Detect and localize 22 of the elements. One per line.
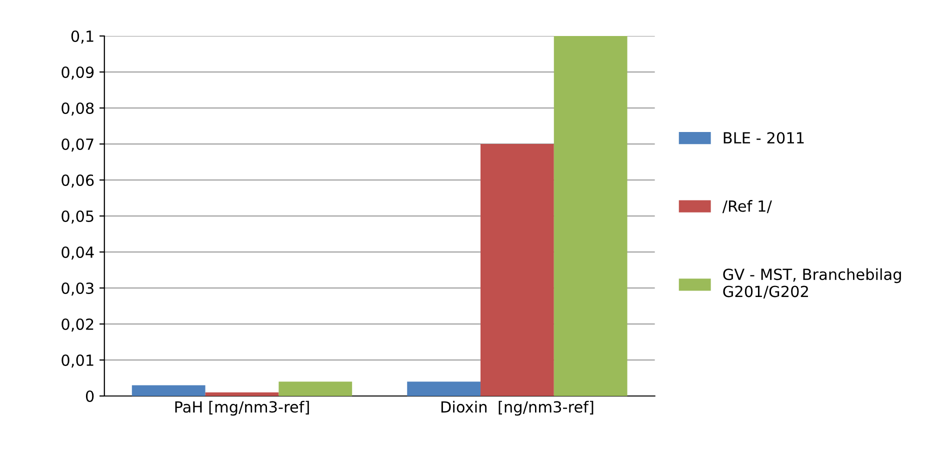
legend-label: /Ref 1/ [722,200,772,214]
legend-label: BLE - 2011 [724,132,804,144]
y-tick-label: 0,1 [71,30,94,44]
y-tick-label: 0,05 [62,210,94,224]
bar [480,144,554,396]
y-tick-label: 0,01 [62,354,94,368]
x-tick-label: PaH [mg/nm3-ref] [175,400,309,416]
bar [205,392,279,396]
bar [132,385,206,396]
y-tick-label: 0,04 [62,246,94,260]
y-tick-label: 0,06 [62,174,94,188]
y-tick-label: 0,02 [62,318,94,332]
y-tick-label: 0,03 [62,282,94,296]
bar [278,382,352,396]
y-tick-label: 0,07 [62,138,94,152]
y-tick-label: 0,09 [62,66,94,80]
y-tick-label: 0,08 [62,102,94,116]
y-tick-label: 0 [86,390,94,402]
bar [407,382,481,396]
bar [554,36,628,396]
legend-label: GV - MST, Branchebilag G201/G202 [723,268,901,298]
x-tick-label: Dioxin [ng/nm3-ref] [441,400,594,416]
